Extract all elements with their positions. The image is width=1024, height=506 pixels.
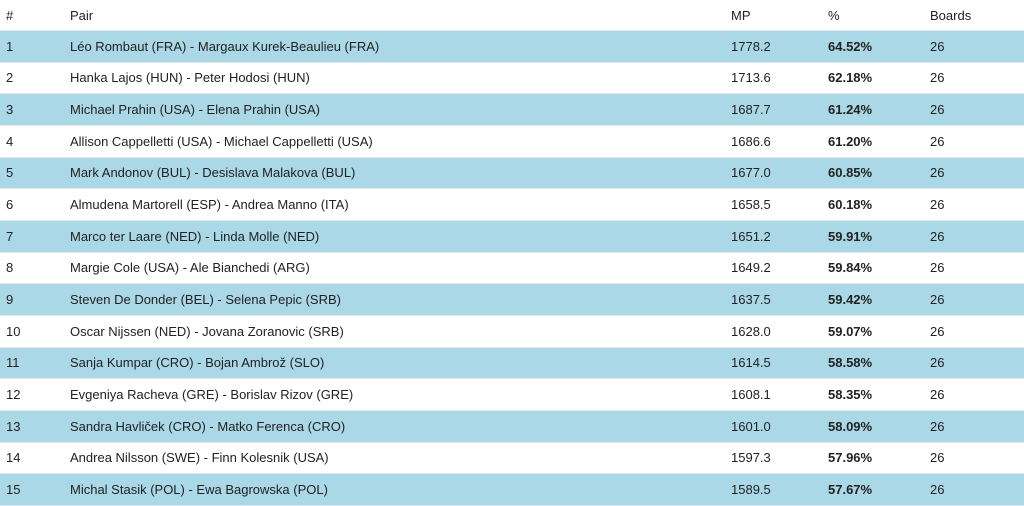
rank-cell: 15	[6, 482, 21, 498]
table-row: 4 Allison Cappelletti (USA) - Michael Cap…	[0, 126, 1024, 158]
rank-cell: 14	[6, 450, 21, 466]
table-row: 8 Margie Cole (USA) - Ale Bianchedi (ARG)…	[0, 253, 1024, 285]
percent-cell: 59.07%	[828, 323, 873, 339]
boards-cell: 26	[930, 323, 945, 339]
table-row: 2 Hanka Lajos (HUN) - Peter Hodosi (HUN) 1…	[0, 63, 1024, 95]
header-cell: #	[6, 7, 14, 23]
mp-cell: 1651.2	[731, 228, 771, 244]
table-row: 15 Michal Stasik (POL) - Ewa Bagrowska (P…	[0, 474, 1024, 506]
boards-cell: 26	[930, 450, 945, 466]
percent-cell: 59.91%	[828, 228, 873, 244]
table-row: 14 Andrea Nilsson (SWE) - Finn Kolesnik (…	[0, 443, 1024, 475]
boards-cell: 26	[930, 482, 945, 498]
pair-cell: Andrea Nilsson (SWE) - Finn Kolesnik (US…	[70, 450, 329, 466]
table-row: 9 Steven De Donder (BEL) - Selena Pepic (…	[0, 284, 1024, 316]
header-cell: Pair	[70, 7, 94, 23]
percent-cell: 61.24%	[828, 102, 873, 118]
table-row: 1 Léo Rombaut (FRA) - Margaux Kurek-Beaul…	[0, 31, 1024, 63]
table-row: 12 Evgeniya Racheva (GRE) - Borislav Rizo…	[0, 379, 1024, 411]
table-row: 10 Oscar Nijssen (NED) - Jovana Zoranovic…	[0, 316, 1024, 348]
pair-cell: Michal Stasik (POL) - Ewa Bagrowska (POL…	[70, 482, 328, 498]
table-row: 3 Michael Prahin (USA) - Elena Prahin (US…	[0, 94, 1024, 126]
pair-cell: Marco ter Laare (NED) - Linda Molle (NED…	[70, 228, 320, 244]
boards-cell: 26	[930, 292, 945, 308]
rank-cell: 8	[6, 260, 14, 276]
boards-cell: 26	[930, 133, 945, 149]
boards-cell: 26	[930, 355, 945, 371]
pair-cell: Margie Cole (USA) - Ale Bianchedi (ARG)	[70, 260, 310, 276]
pair-cell: Hanka Lajos (HUN) - Peter Hodosi (HUN)	[70, 70, 310, 86]
mp-cell: 1637.5	[731, 292, 771, 308]
table-row: 5 Mark Andonov (BUL) - Desislava Malakova…	[0, 157, 1024, 190]
rank-cell: 4	[6, 133, 14, 149]
rank-cell: 13	[6, 418, 21, 434]
mp-cell: 1597.3	[731, 450, 771, 466]
mp-cell: 1628.0	[731, 323, 771, 339]
mp-cell: 1677.0	[731, 165, 771, 181]
boards-cell: 26	[930, 418, 945, 434]
header-cell: MP	[731, 7, 751, 23]
percent-cell: 58.58%	[828, 355, 873, 371]
pair-cell: Mark Andonov (BUL) - Desislava Malakova …	[70, 165, 356, 181]
rank-cell: 10	[6, 323, 21, 339]
mp-cell: 1614.5	[731, 355, 771, 371]
boards-cell: 26	[930, 38, 945, 54]
rank-cell: 7	[6, 228, 14, 244]
rank-cell: 9	[6, 292, 14, 308]
mp-cell: 1649.2	[731, 260, 771, 276]
pair-cell: Almudena Martorell (ESP) - Andrea Manno …	[70, 197, 349, 213]
percent-cell: 57.67%	[828, 482, 873, 498]
percent-cell: 61.20%	[828, 133, 873, 149]
rank-cell: 11	[6, 355, 20, 371]
boards-cell: 26	[930, 102, 945, 118]
mp-cell: 1608.1	[731, 387, 771, 403]
header-row: # Pair MP% Boards	[0, 0, 1024, 31]
pair-cell: Steven De Donder (BEL) - Selena Pepic (S…	[70, 292, 341, 308]
boards-cell: 26	[930, 70, 945, 86]
pair-cell: Léo Rombaut (FRA) - Margaux Kurek-Beauli…	[70, 38, 380, 54]
table-row: 7 Marco ter Laare (NED) - Linda Molle (NE…	[0, 221, 1024, 253]
boards-cell: 26	[930, 197, 945, 213]
rank-cell: 6	[6, 197, 14, 213]
percent-cell: 58.35%	[828, 387, 873, 403]
rank-cell: 1	[6, 38, 14, 54]
percent-cell: 59.84%	[828, 260, 873, 276]
mp-cell: 1687.7	[731, 102, 771, 118]
mp-cell: 1658.5	[731, 197, 771, 213]
percent-cell: 60.85%	[828, 165, 873, 181]
mp-cell: 1601.0	[731, 418, 771, 434]
mp-cell: 1778.2	[731, 38, 771, 54]
boards-cell: 26	[930, 260, 945, 276]
rank-cell: 2	[6, 70, 14, 86]
pair-cell: Michael Prahin (USA) - Elena Prahin (USA…	[70, 102, 320, 118]
percent-cell: 59.42%	[828, 292, 873, 308]
percent-cell: 64.52%	[828, 38, 873, 54]
pair-cell: Allison Cappelletti (USA) - Michael Capp…	[70, 133, 373, 149]
mp-cell: 1589.5	[731, 482, 771, 498]
pair-cell: Sanja Kumpar (CRO) - Bojan Ambrož (SLO)	[70, 355, 325, 371]
boards-cell: 26	[930, 387, 945, 403]
table-row: 6 Almudena Martorell (ESP) - Andrea Manno…	[0, 189, 1024, 221]
rank-cell: 3	[6, 102, 14, 118]
mp-cell: 1686.6	[731, 133, 771, 149]
boards-cell: 26	[930, 228, 945, 244]
table-row: 11 Sanja Kumpar (CRO) - Bojan Ambrož (SLO…	[0, 347, 1024, 380]
rank-cell: 5	[6, 165, 14, 181]
percent-cell: 62.18%	[828, 70, 873, 86]
header-cell: %	[828, 7, 840, 23]
percent-cell: 58.09%	[828, 418, 873, 434]
rank-cell: 12	[6, 387, 21, 403]
pair-cell: Evgeniya Racheva (GRE) - Borislav Rizov …	[70, 387, 354, 403]
pair-cell: Oscar Nijssen (NED) - Jovana Zoranovic (…	[70, 323, 344, 339]
mp-cell: 1713.6	[731, 70, 771, 86]
pair-cell: Sandra Havliček (CRO) - Matko Ferenca (C…	[70, 418, 346, 434]
percent-cell: 57.96%	[828, 450, 873, 466]
boards-cell: 26	[930, 165, 945, 181]
percent-cell: 60.18%	[828, 197, 873, 213]
header-cell: Boards	[930, 7, 972, 23]
table-row: 13 Sandra Havliček (CRO) - Matko Ferenca …	[0, 411, 1024, 443]
